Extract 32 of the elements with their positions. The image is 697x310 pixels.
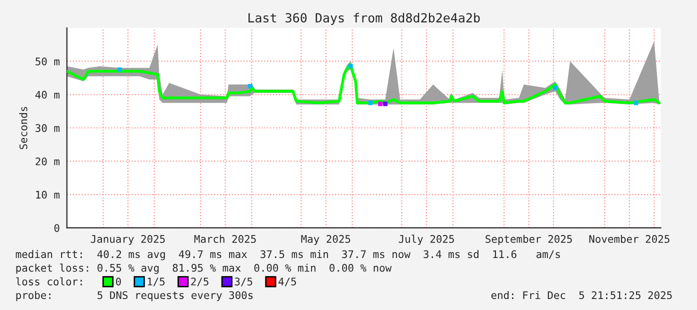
chart-title: Last 360 Days from 8d8d2b2e4a2b xyxy=(248,12,480,25)
x-tick-label: November 2025 xyxy=(589,234,670,243)
point xyxy=(378,102,383,106)
text: packet loss: 0.55 % avg 81.95 % max 0.00 % min 0.00 % now xyxy=(16,264,392,274)
y-tick-label: 30 m xyxy=(36,124,60,132)
legend-label: 1/5 xyxy=(148,278,165,286)
x-tick-label: January 2025 xyxy=(90,235,165,245)
legend-label: 2/5 xyxy=(191,278,208,286)
x-tick-label: May 2025 xyxy=(301,235,350,245)
point xyxy=(383,102,388,106)
y-axis-title: Seconds xyxy=(19,106,28,150)
legend-title: loss color: xyxy=(16,277,82,286)
x-tick-label: July 2025 xyxy=(398,234,454,245)
point xyxy=(118,67,122,72)
point xyxy=(248,84,252,88)
y-tick-label: 0 xyxy=(54,224,60,232)
x-tick-label: March 2025 xyxy=(194,234,256,243)
point xyxy=(552,86,558,90)
text: median rtt: 40.2 ms avg 49.7 ms max 37.5 ms min 37.7 ms now 3.4 ms sd 11.6 am/s xyxy=(16,250,560,260)
y-tick-label: 20 m xyxy=(36,157,60,166)
legend-label: 0 xyxy=(116,278,121,286)
legend-label: 4/5 xyxy=(278,278,296,286)
point xyxy=(634,100,638,106)
y-tick-label: 50 m xyxy=(36,57,60,66)
point xyxy=(348,64,353,68)
x-tick-label: September 2025 xyxy=(486,234,572,245)
point xyxy=(368,100,373,106)
text: end: Fri Dec 5 21:51:25 2025 xyxy=(491,291,672,300)
legend-label: 3/5 xyxy=(234,278,252,286)
text: probe: 5 DNS requests every 300s xyxy=(16,291,253,302)
y-tick-label: 10 m xyxy=(36,190,60,199)
y-tick-label: 40 m xyxy=(35,90,60,99)
